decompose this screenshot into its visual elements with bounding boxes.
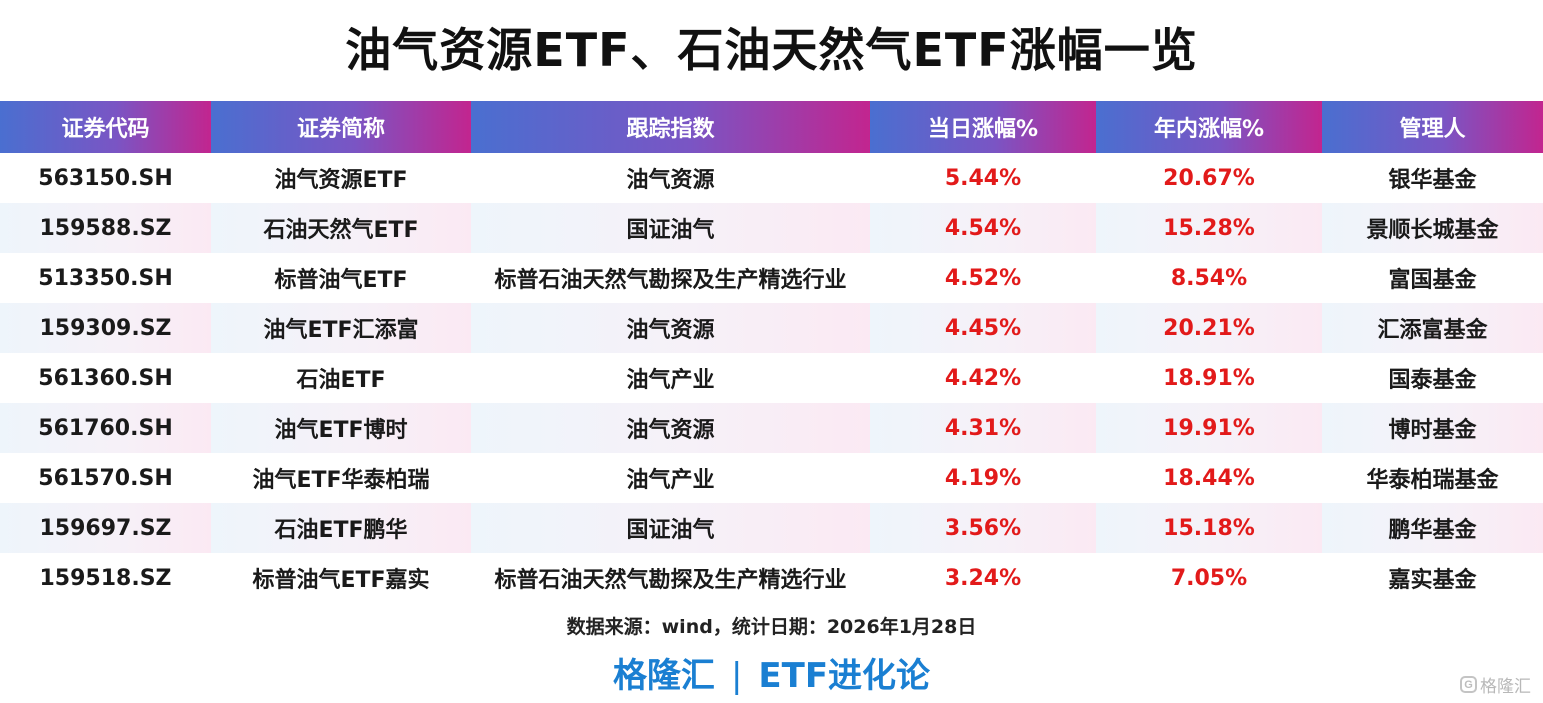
cell-security-code: 159518.SZ: [39, 565, 172, 591]
cell-security-name: 油气ETF华泰柏瑞: [252, 468, 430, 493]
cell-security-code: 561570.SH: [38, 465, 173, 491]
table-row: 563150.SH 油气资源ETF 油气资源 5.44% 20.67% 银华基金: [0, 153, 1543, 203]
cell-security-name: 油气ETF汇添富: [211, 303, 471, 353]
cell-daily-change: 4.45%: [870, 303, 1096, 353]
cell-manager: 景顺长城基金: [1322, 203, 1543, 253]
cell-daily-change: 4.19%: [944, 465, 1022, 491]
cell-manager: 华泰柏瑞基金: [1366, 468, 1499, 493]
cell-tracking-index: 油气资源: [626, 168, 715, 193]
cell-tracking-index: 油气资源: [471, 303, 870, 353]
etf-gain-table: 证券代码 证券简称 跟踪指数 当日涨幅% 年内涨幅% 管理人 563150.SH…: [0, 101, 1543, 603]
cell-manager: 汇添富基金: [1322, 303, 1543, 353]
cell-manager: 嘉实基金: [1388, 568, 1477, 593]
cell-daily-change: 4.31%: [870, 403, 1096, 453]
cell-daily-change: 3.56%: [870, 503, 1096, 553]
table-row: 159309.SZ 油气ETF汇添富 油气资源 4.45% 20.21% 汇添富…: [0, 303, 1543, 353]
table-row: 159588.SZ 石油天然气ETF 国证油气 4.54% 15.28% 景顺长…: [0, 203, 1543, 253]
cell-ytd-change: 8.54%: [1170, 265, 1248, 291]
brand-column-name: ETF进化论: [758, 656, 931, 696]
cell-security-code: 513350.SH: [38, 265, 173, 291]
cell-daily-change: 4.52%: [944, 265, 1022, 291]
table-row: 561360.SH 石油ETF 油气产业 4.42% 18.91% 国泰基金: [0, 353, 1543, 403]
table-header-row: 证券代码 证券简称 跟踪指数 当日涨幅% 年内涨幅% 管理人: [0, 101, 1543, 153]
table-row: 159697.SZ 石油ETF鹏华 国证油气 3.56% 15.18% 鹏华基金: [0, 503, 1543, 553]
cell-ytd-change: 20.67%: [1163, 165, 1255, 191]
cell-manager: 鹏华基金: [1322, 503, 1543, 553]
cell-security-code: 561360.SH: [38, 365, 173, 391]
cell-tracking-index: 标普石油天然气勘探及生产精选行业: [494, 568, 847, 593]
cell-daily-change: 4.54%: [870, 203, 1096, 253]
table-row: 561570.SH 油气ETF华泰柏瑞 油气产业 4.19% 18.44% 华泰…: [0, 453, 1543, 503]
cell-security-code: 561760.SH: [0, 403, 211, 453]
brand-name: 格隆汇: [612, 656, 715, 696]
cell-daily-change: 4.42%: [944, 365, 1022, 391]
cell-security-name: 标普油气ETF嘉实: [252, 568, 430, 593]
watermark: G 格隆汇: [1460, 672, 1531, 697]
cell-ytd-change: 18.91%: [1163, 365, 1255, 391]
cell-ytd-change: 15.18%: [1096, 503, 1322, 553]
cell-manager: 富国基金: [1388, 268, 1477, 293]
cell-ytd-change: 20.21%: [1096, 303, 1322, 353]
cell-security-name: 标普油气ETF: [274, 268, 408, 293]
table-row: 513350.SH 标普油气ETF 标普石油天然气勘探及生产精选行业 4.52%…: [0, 253, 1543, 303]
header-ytd-change: 年内涨幅%: [1096, 101, 1322, 153]
cell-ytd-change: 7.05%: [1170, 565, 1248, 591]
header-manager: 管理人: [1322, 101, 1543, 153]
cell-security-name: 石油ETF鹏华: [211, 503, 471, 553]
gelonghui-logo-icon: G: [1460, 676, 1477, 693]
cell-daily-change: 5.44%: [944, 165, 1022, 191]
cell-tracking-index: 油气资源: [471, 403, 870, 453]
cell-security-code: 159588.SZ: [0, 203, 211, 253]
brand-separator: |: [730, 656, 743, 696]
header-tracking-index: 跟踪指数: [471, 101, 870, 153]
header-daily-change: 当日涨幅%: [870, 101, 1096, 153]
cell-tracking-index: 国证油气: [471, 503, 870, 553]
cell-security-code: 159309.SZ: [0, 303, 211, 353]
brand-footer: 格隆汇 | ETF进化论: [0, 652, 1543, 700]
table-row: 561760.SH 油气ETF博时 油气资源 4.31% 19.91% 博时基金: [0, 403, 1543, 453]
watermark-text: 格隆汇: [1480, 677, 1531, 696]
cell-tracking-index: 标普石油天然气勘探及生产精选行业: [494, 268, 847, 293]
header-security-code: 证券代码: [0, 101, 211, 153]
header-security-name: 证券简称: [211, 101, 471, 153]
cell-security-name: 油气资源ETF: [274, 168, 408, 193]
cell-security-code: 159697.SZ: [0, 503, 211, 553]
cell-tracking-index: 油气产业: [626, 468, 715, 493]
cell-daily-change: 3.24%: [944, 565, 1022, 591]
cell-ytd-change: 15.28%: [1096, 203, 1322, 253]
cell-security-name: 石油天然气ETF: [211, 203, 471, 253]
cell-security-code: 563150.SH: [38, 165, 173, 191]
page-title: 油气资源ETF、石油天然气ETF涨幅一览: [345, 23, 1198, 77]
cell-manager: 博时基金: [1322, 403, 1543, 453]
cell-manager: 国泰基金: [1388, 368, 1477, 393]
cell-tracking-index: 国证油气: [471, 203, 870, 253]
table-row: 159518.SZ 标普油气ETF嘉实 标普石油天然气勘探及生产精选行业 3.2…: [0, 553, 1543, 603]
cell-tracking-index: 油气产业: [626, 368, 715, 393]
cell-security-name: 石油ETF: [296, 368, 386, 393]
cell-security-name: 油气ETF博时: [211, 403, 471, 453]
cell-ytd-change: 19.91%: [1096, 403, 1322, 453]
data-source-note: 数据来源：wind，统计日期：2026年1月28日: [566, 616, 977, 638]
cell-manager: 银华基金: [1388, 168, 1477, 193]
cell-ytd-change: 18.44%: [1163, 465, 1255, 491]
